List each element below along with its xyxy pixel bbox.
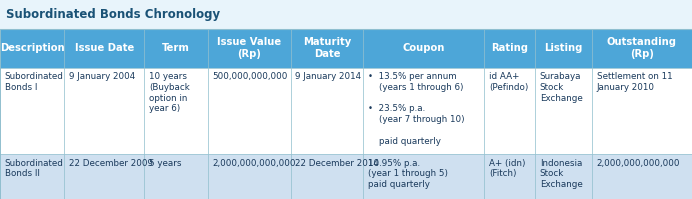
Text: Maturity
Date: Maturity Date — [303, 37, 351, 59]
Text: Coupon: Coupon — [403, 43, 445, 53]
Text: 22 December 2014: 22 December 2014 — [295, 159, 379, 168]
Bar — [144, 29, 208, 68]
Bar — [0, 154, 64, 199]
Bar — [535, 68, 592, 154]
Bar — [64, 68, 144, 154]
Bar — [64, 29, 144, 68]
Text: 2,000,000,000,000: 2,000,000,000,000 — [212, 159, 296, 168]
Bar — [144, 154, 208, 199]
Bar — [208, 68, 291, 154]
Bar — [291, 29, 363, 68]
Text: 500,000,000,000: 500,000,000,000 — [212, 72, 288, 81]
Bar — [484, 68, 535, 154]
Text: Rating: Rating — [491, 43, 528, 53]
Bar — [291, 154, 363, 199]
Bar — [0, 29, 64, 68]
Text: Settlement on 11
January 2010: Settlement on 11 January 2010 — [597, 72, 672, 92]
Text: •  13.5% per annum
    (years 1 through 6)

•  23.5% p.a.
    (year 7 through 10: • 13.5% per annum (years 1 through 6) • … — [368, 72, 465, 145]
Text: Subordinated
Bonds I: Subordinated Bonds I — [5, 72, 64, 92]
Bar — [592, 68, 692, 154]
Text: Surabaya
Stock
Exchange: Surabaya Stock Exchange — [540, 72, 583, 102]
Text: 22 December 2009: 22 December 2009 — [69, 159, 153, 168]
Bar — [484, 29, 535, 68]
Text: 10 years
(Buyback
option in
year 6): 10 years (Buyback option in year 6) — [149, 72, 190, 113]
Text: Listing: Listing — [544, 43, 583, 53]
Text: Issue Date: Issue Date — [75, 43, 134, 53]
Text: Outstanding
(Rp): Outstanding (Rp) — [607, 37, 677, 59]
Bar — [144, 68, 208, 154]
Bar — [208, 29, 291, 68]
Bar — [592, 29, 692, 68]
Bar — [64, 154, 144, 199]
Bar — [0, 29, 692, 199]
Text: 9 January 2014: 9 January 2014 — [295, 72, 362, 81]
Bar — [484, 154, 535, 199]
Text: Indonesia
Stock
Exchange: Indonesia Stock Exchange — [540, 159, 583, 189]
Text: Issue Value
(Rp): Issue Value (Rp) — [217, 37, 281, 59]
Bar — [535, 154, 592, 199]
Bar — [363, 68, 484, 154]
Bar — [592, 154, 692, 199]
Text: Subordinated
Bonds II: Subordinated Bonds II — [5, 159, 64, 178]
Text: 2,000,000,000,000: 2,000,000,000,000 — [597, 159, 680, 168]
Bar — [208, 154, 291, 199]
Text: 10.95% p.a.
(year 1 through 5)
paid quarterly: 10.95% p.a. (year 1 through 5) paid quar… — [368, 159, 448, 189]
Bar — [0, 68, 64, 154]
Text: id AA+
(Pefindo): id AA+ (Pefindo) — [489, 72, 529, 92]
Text: Term: Term — [162, 43, 190, 53]
Text: Description: Description — [0, 43, 64, 53]
Bar — [363, 29, 484, 68]
Bar — [535, 29, 592, 68]
Text: 9 January 2004: 9 January 2004 — [69, 72, 136, 81]
Text: Subordinated Bonds Chronology: Subordinated Bonds Chronology — [6, 8, 219, 21]
Text: 5 years: 5 years — [149, 159, 181, 168]
Text: A+ (idn)
(Fitch): A+ (idn) (Fitch) — [489, 159, 526, 178]
Bar — [363, 154, 484, 199]
Bar — [0, 0, 692, 29]
Bar — [291, 68, 363, 154]
